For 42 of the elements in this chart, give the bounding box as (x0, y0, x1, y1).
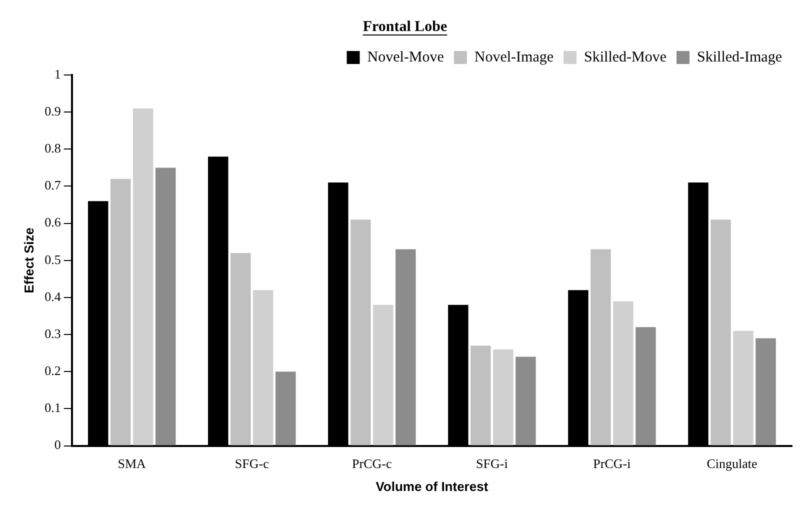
bar (350, 220, 371, 446)
x-tick-label: Cingulate (706, 456, 758, 472)
legend-label: Skilled-Move (584, 49, 667, 66)
bar (516, 356, 536, 446)
y-tick-label: 1 (54, 66, 61, 82)
y-tick-label: 0.3 (44, 326, 61, 341)
bar (230, 252, 251, 446)
bar (396, 249, 416, 446)
y-tick-label: 0.4 (44, 288, 62, 304)
bar (756, 338, 776, 446)
x-axis-title: Volume of Interest (376, 478, 489, 494)
bar (733, 330, 754, 446)
legend-label: Novel-Move (367, 49, 444, 66)
x-tick-label: PrCG-i (593, 456, 632, 472)
bar (636, 327, 656, 446)
y-tick-label: 0.2 (44, 363, 61, 378)
y-axis-title: Effect Size (21, 228, 36, 294)
bar (132, 108, 154, 446)
legend-label: Novel-Image (474, 49, 554, 66)
x-tick-label: SFG-i (476, 456, 508, 472)
bar (373, 304, 394, 446)
y-tick-label: 0.1 (44, 400, 61, 416)
y-tick-label: 0.7 (44, 178, 62, 193)
legend-label: Skilled-Image (697, 49, 782, 66)
bar (590, 249, 611, 446)
bar (470, 346, 491, 446)
chart-title: Frontal Lobe (362, 18, 448, 35)
x-tick-label: SFG-c (234, 456, 270, 472)
bar (276, 372, 296, 446)
y-tick-label: 0.5 (44, 252, 61, 267)
x-tick-label: PrCG-c (352, 456, 392, 472)
bar (710, 220, 731, 446)
bar (613, 301, 634, 446)
x-tick-label: SMA (118, 456, 147, 472)
bar (110, 178, 131, 446)
bar (253, 290, 274, 446)
y-tick-label: 0.9 (44, 104, 61, 118)
y-tick-label: 0 (54, 437, 61, 452)
y-tick-label: 0.6 (44, 214, 62, 230)
bar (155, 168, 176, 446)
bar (493, 349, 514, 446)
y-tick-label: 0.8 (44, 140, 61, 156)
